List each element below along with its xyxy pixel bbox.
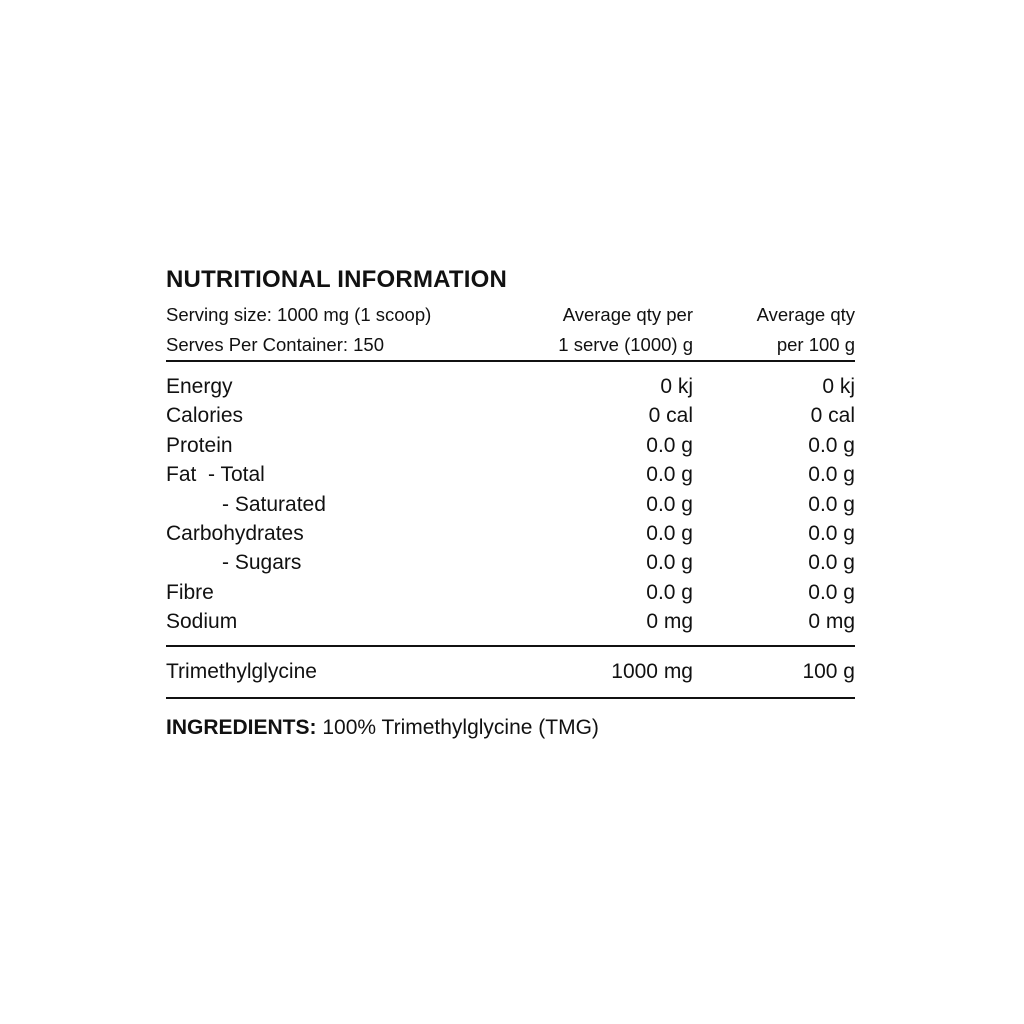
per-100g-value: 100 g bbox=[802, 659, 855, 683]
per-100g-value: 0.0 g bbox=[808, 580, 855, 604]
table-row: - Sugars 0.0 g 0.0 g bbox=[166, 548, 855, 577]
per-100g-value: 0 cal bbox=[810, 404, 855, 428]
divider bbox=[166, 696, 855, 699]
table-row: Energy 0 kj 0 kj bbox=[166, 372, 855, 401]
nutrient-label: Calories bbox=[166, 404, 244, 428]
panel-title: NUTRITIONAL INFORMATION bbox=[166, 266, 508, 293]
divider bbox=[166, 644, 855, 647]
nutrient-label: Sodium bbox=[166, 610, 238, 634]
per-serve-value: 0 kj bbox=[660, 375, 693, 398]
nutrient-label: Energy bbox=[166, 375, 233, 398]
per-100g-value: 0.0 g bbox=[808, 551, 855, 575]
table-row: Fat - Total 0.0 g 0.0 g bbox=[166, 460, 855, 489]
nutrient-label: Trimethylglycine bbox=[166, 659, 317, 683]
ingredients-label: INGREDIENTS: bbox=[166, 715, 317, 739]
col-per-serve-heading-2: 1 serve (1000) g bbox=[558, 334, 693, 355]
table-row: Sodium 0 mg 0 mg bbox=[166, 607, 855, 636]
per-serve-value: 0 cal bbox=[648, 404, 693, 428]
nutrient-label: - Saturated bbox=[222, 492, 326, 516]
per-100g-value: 0.0 g bbox=[808, 492, 855, 516]
nutrient-label: Fat - Total bbox=[166, 463, 265, 487]
table-row: Protein 0.0 g 0.0 g bbox=[166, 431, 855, 460]
nutrient-label: Protein bbox=[166, 433, 233, 457]
table-row: Fibre 0.0 g 0.0 g bbox=[166, 578, 855, 607]
col-per-100g-heading-2: per 100 g bbox=[776, 334, 855, 355]
ingredients: INGREDIENTS: 100% Trimethylglycine (TMG) bbox=[166, 713, 855, 743]
header: Serving size: 1000 mg (1 scoop) Serves P… bbox=[166, 300, 855, 360]
per-100g-value: 0.0 g bbox=[808, 463, 855, 487]
table-row: Calories 0 cal 0 cal bbox=[166, 401, 855, 430]
ingredients-text: 100% Trimethylglycine (TMG) bbox=[322, 715, 599, 739]
nutrient-rows: Energy 0 kj 0 kj Calories 0 cal 0 cal Protei… bbox=[166, 362, 855, 645]
per-serve-value: 0.0 g bbox=[646, 463, 693, 487]
nutrient-label: Fibre bbox=[166, 580, 214, 604]
col-per-100g-heading-1: Average qty bbox=[756, 304, 855, 325]
table-row: Carbohydrates 0.0 g 0.0 g bbox=[166, 519, 855, 548]
per-serve-value: 0.0 g bbox=[646, 551, 693, 575]
nutrient-label: - Sugars bbox=[222, 551, 302, 575]
nutrition-panel: NUTRITIONAL INFORMATION Serving size: 10… bbox=[166, 264, 855, 743]
nutrient-label: Carbohydrates bbox=[166, 521, 304, 545]
per-100g-value: 0 kj bbox=[822, 375, 855, 398]
divider bbox=[166, 360, 855, 362]
per-serve-value: 0.0 g bbox=[646, 521, 693, 545]
per-serve-value: 0.0 g bbox=[646, 580, 693, 604]
serves-per-container: Serves Per Container: 150 bbox=[166, 334, 385, 355]
per-serve-value: 0 mg bbox=[646, 610, 693, 634]
table-row: - Saturated 0.0 g 0.0 g bbox=[166, 490, 855, 519]
per-serve-value: 1000 mg bbox=[611, 659, 693, 683]
per-serve-value: 0.0 g bbox=[646, 433, 693, 457]
per-serve-value: 0.0 g bbox=[646, 492, 693, 516]
serving-size: Serving size: 1000 mg (1 scoop) bbox=[166, 304, 432, 325]
per-100g-value: 0.0 g bbox=[808, 521, 855, 545]
table-row-trimethylglycine: Trimethylglycine 1000 mg 100 g bbox=[166, 657, 855, 686]
col-per-serve-heading-1: Average qty per bbox=[562, 304, 693, 325]
per-100g-value: 0 mg bbox=[808, 610, 855, 634]
per-100g-value: 0.0 g bbox=[808, 433, 855, 457]
